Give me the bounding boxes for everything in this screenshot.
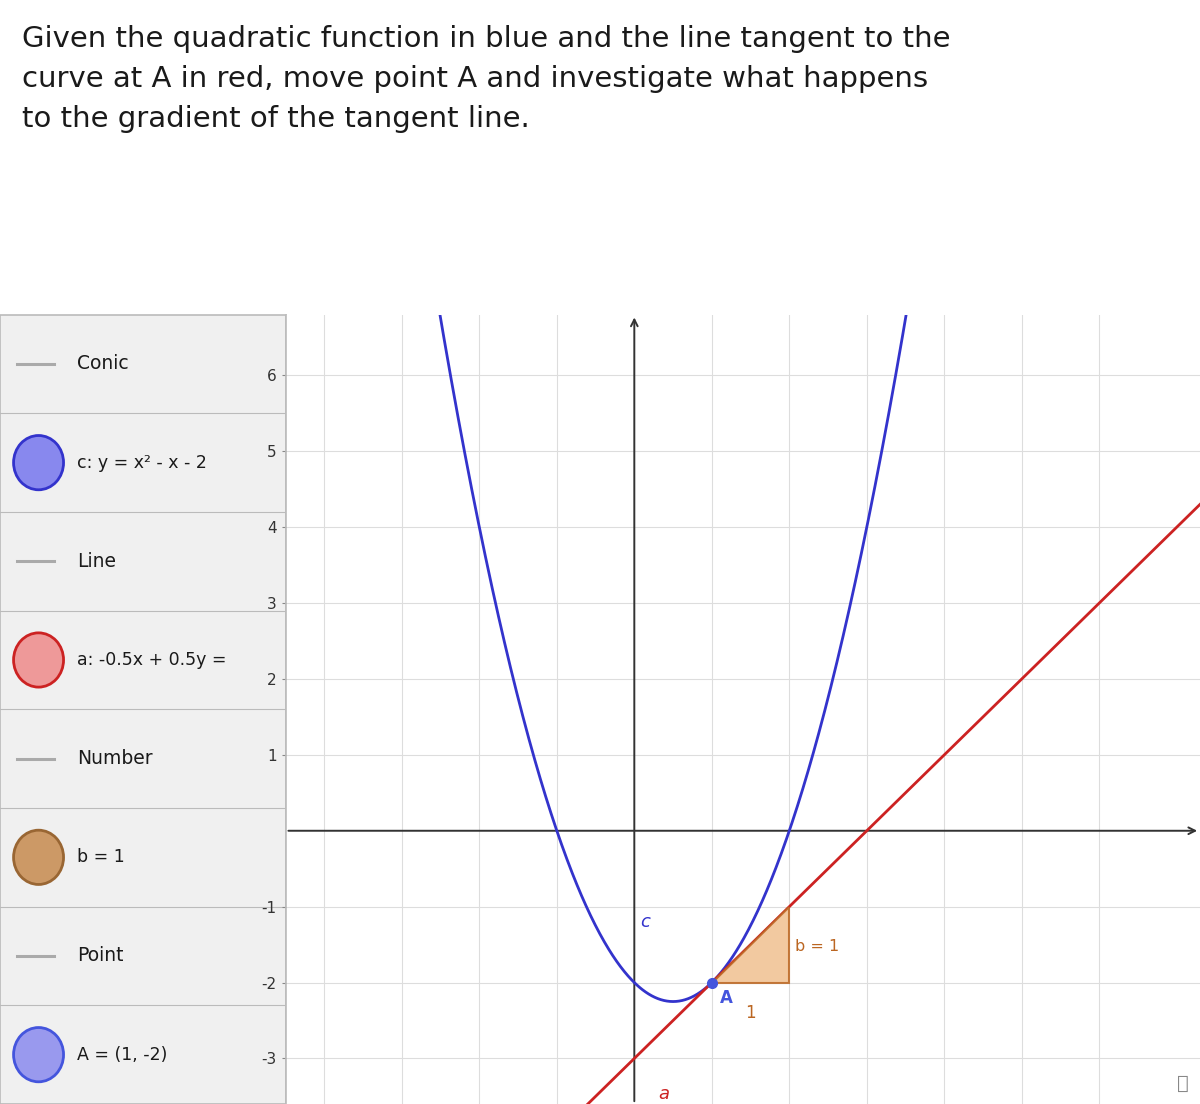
Text: b = 1: b = 1 <box>796 938 840 954</box>
Text: ⤢: ⤢ <box>1177 1073 1188 1093</box>
Text: A: A <box>720 989 732 1007</box>
Text: c: y = x² - x - 2: c: y = x² - x - 2 <box>77 454 206 471</box>
Text: Point: Point <box>77 946 124 966</box>
Ellipse shape <box>13 435 64 490</box>
Ellipse shape <box>13 633 64 687</box>
Text: b = 1: b = 1 <box>77 848 125 867</box>
Text: a: -0.5x + 0.5y =: a: -0.5x + 0.5y = <box>77 651 227 669</box>
Text: 1: 1 <box>745 1004 756 1022</box>
Text: Conic: Conic <box>77 354 128 373</box>
Ellipse shape <box>13 830 64 884</box>
Text: A = (1, -2): A = (1, -2) <box>77 1045 168 1063</box>
Text: Line: Line <box>77 552 116 571</box>
Text: c: c <box>640 913 649 931</box>
Polygon shape <box>712 906 790 983</box>
Text: Given the quadratic function in blue and the line tangent to the
curve at A in r: Given the quadratic function in blue and… <box>22 25 950 134</box>
Ellipse shape <box>13 1028 64 1082</box>
Text: Number: Number <box>77 750 152 768</box>
Text: a: a <box>659 1085 670 1103</box>
